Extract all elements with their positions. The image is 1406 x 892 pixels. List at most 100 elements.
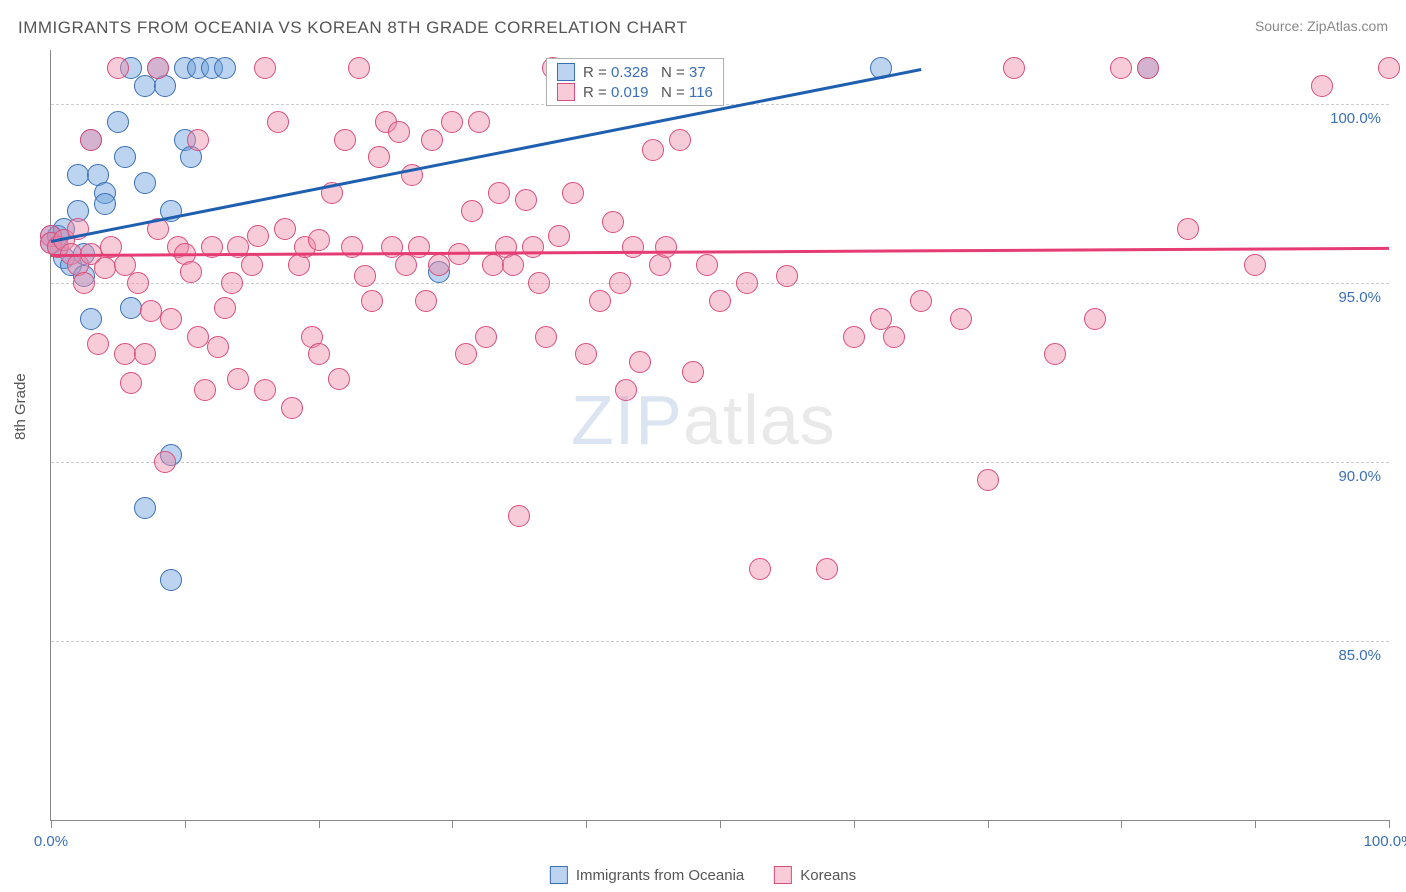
y-tick-label: 90.0%: [1338, 468, 1381, 485]
data-point: [194, 379, 216, 401]
gridline: [51, 641, 1389, 642]
legend-stats-text: R = 0.328 N = 37: [583, 64, 706, 81]
legend-swatch-icon: [550, 866, 568, 884]
data-point: [274, 218, 296, 240]
data-point: [67, 164, 89, 186]
data-point: [80, 308, 102, 330]
data-point: [468, 111, 490, 133]
data-point: [1244, 254, 1266, 276]
legend-label: Immigrants from Oceania: [576, 867, 744, 884]
data-point: [87, 333, 109, 355]
watermark: ZIPatlas: [571, 380, 836, 460]
y-axis-label: 8th Grade: [12, 373, 29, 440]
data-point: [1044, 343, 1066, 365]
legend-bottom: Immigrants from Oceania Koreans: [550, 866, 856, 884]
data-point: [1084, 308, 1106, 330]
data-point: [1110, 57, 1132, 79]
chart-plot-area: ZIPatlas 85.0%90.0%95.0%100.0%0.0%100.0%…: [50, 50, 1389, 821]
data-point: [140, 300, 162, 322]
data-point: [488, 182, 510, 204]
data-point: [1311, 75, 1333, 97]
data-point: [502, 254, 524, 276]
data-point: [843, 326, 865, 348]
data-point: [114, 146, 136, 168]
data-point: [107, 57, 129, 79]
data-point: [241, 254, 263, 276]
data-point: [508, 505, 530, 527]
data-point: [308, 229, 330, 251]
x-tick: [988, 820, 989, 828]
data-point: [950, 308, 972, 330]
data-point: [816, 558, 838, 580]
data-point: [160, 569, 182, 591]
data-point: [94, 193, 116, 215]
watermark-atlas: atlas: [683, 381, 836, 459]
data-point: [615, 379, 637, 401]
data-point: [354, 265, 376, 287]
data-point: [528, 272, 550, 294]
x-tick: [1255, 820, 1256, 828]
data-point: [415, 290, 437, 312]
data-point: [328, 368, 350, 390]
x-tick: [586, 820, 587, 828]
data-point: [522, 236, 544, 258]
data-point: [602, 211, 624, 233]
data-point: [120, 297, 142, 319]
x-tick: [185, 820, 186, 828]
gridline: [51, 283, 1389, 284]
data-point: [669, 129, 691, 151]
legend-stats-row: R = 0.328 N = 37: [557, 63, 713, 81]
data-point: [1177, 218, 1199, 240]
data-point: [160, 308, 182, 330]
data-point: [127, 272, 149, 294]
data-point: [120, 372, 142, 394]
data-point: [482, 254, 504, 276]
data-point: [977, 469, 999, 491]
data-point: [1378, 57, 1400, 79]
data-point: [80, 129, 102, 151]
data-point: [107, 111, 129, 133]
data-point: [73, 272, 95, 294]
data-point: [441, 111, 463, 133]
data-point: [154, 451, 176, 473]
data-point: [682, 361, 704, 383]
x-tick: [319, 820, 320, 828]
data-point: [883, 326, 905, 348]
gridline: [51, 462, 1389, 463]
data-point: [214, 57, 236, 79]
x-tick-label: 0.0%: [34, 833, 68, 850]
data-point: [395, 254, 417, 276]
data-point: [696, 254, 718, 276]
y-tick-label: 95.0%: [1338, 289, 1381, 306]
data-point: [180, 261, 202, 283]
legend-item: Koreans: [774, 866, 856, 884]
data-point: [368, 146, 390, 168]
data-point: [247, 225, 269, 247]
data-point: [214, 297, 236, 319]
data-point: [134, 343, 156, 365]
x-tick: [452, 820, 453, 828]
data-point: [1137, 57, 1159, 79]
data-point: [207, 336, 229, 358]
data-point: [254, 57, 276, 79]
data-point: [709, 290, 731, 312]
data-point: [1003, 57, 1025, 79]
data-point: [134, 172, 156, 194]
data-point: [642, 139, 664, 161]
data-point: [535, 326, 557, 348]
x-tick: [1389, 820, 1390, 828]
data-point: [455, 343, 477, 365]
data-point: [562, 182, 584, 204]
data-point: [134, 497, 156, 519]
data-point: [221, 272, 243, 294]
data-point: [334, 129, 356, 151]
legend-label: Koreans: [800, 867, 856, 884]
data-point: [515, 189, 537, 211]
legend-swatch-icon: [557, 83, 575, 101]
data-point: [776, 265, 798, 287]
y-tick-label: 85.0%: [1338, 647, 1381, 664]
data-point: [622, 236, 644, 258]
data-point: [267, 111, 289, 133]
data-point: [655, 236, 677, 258]
data-point: [421, 129, 443, 151]
